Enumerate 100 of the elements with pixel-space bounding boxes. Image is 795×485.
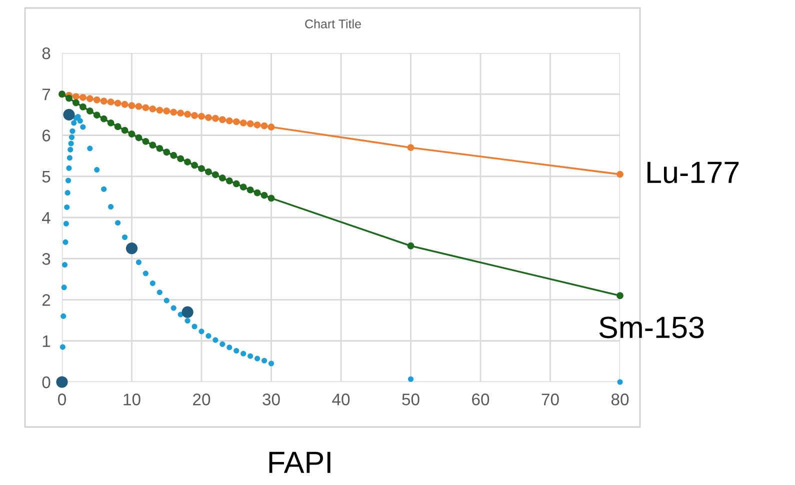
- point: [114, 123, 122, 130]
- point: [408, 376, 414, 382]
- y-tick-label: 7: [42, 88, 50, 100]
- point: [182, 306, 194, 318]
- point: [407, 242, 414, 250]
- point: [68, 146, 74, 152]
- point: [218, 116, 226, 124]
- point: [107, 119, 114, 126]
- point: [170, 152, 178, 159]
- point: [205, 114, 212, 122]
- point: [100, 98, 108, 105]
- point: [114, 100, 122, 107]
- point: [64, 190, 70, 196]
- point: [101, 186, 107, 192]
- point: [170, 108, 178, 116]
- point: [108, 204, 114, 210]
- point: [260, 122, 268, 130]
- point: [62, 239, 68, 245]
- point: [63, 220, 69, 226]
- x-tick-label: 10: [124, 394, 140, 406]
- point: [68, 140, 74, 146]
- point: [60, 344, 66, 350]
- point: [66, 155, 72, 161]
- point: [100, 115, 108, 122]
- point: [63, 108, 75, 120]
- point: [268, 194, 275, 202]
- point: [156, 106, 164, 114]
- point: [192, 324, 198, 330]
- point: [205, 168, 212, 176]
- point: [261, 358, 268, 364]
- point: [212, 337, 218, 343]
- point: [164, 298, 170, 304]
- annotation: Sm-153: [599, 316, 704, 338]
- point: [198, 165, 205, 172]
- point: [136, 260, 142, 266]
- point: [94, 167, 100, 173]
- point: [61, 284, 67, 290]
- point: [66, 178, 72, 184]
- point: [66, 94, 72, 102]
- point: [149, 105, 156, 112]
- point: [121, 100, 128, 108]
- point: [226, 177, 233, 184]
- point: [115, 220, 121, 226]
- point: [177, 110, 184, 117]
- point: [142, 270, 148, 276]
- point: [248, 353, 254, 359]
- point: [87, 146, 93, 152]
- point: [254, 189, 261, 196]
- point: [212, 171, 219, 178]
- point: [72, 99, 80, 106]
- point: [93, 112, 100, 119]
- point: [184, 158, 192, 166]
- point: [226, 117, 233, 124]
- y-tick-label: 3: [42, 253, 50, 265]
- point: [246, 186, 254, 194]
- point: [121, 126, 128, 134]
- point: [268, 124, 275, 130]
- point: [156, 290, 162, 296]
- point: [191, 112, 198, 119]
- y-tick-label: 6: [42, 130, 50, 142]
- point: [163, 108, 170, 114]
- chart-title: Chart Title: [305, 19, 361, 28]
- x-tick-label: 80: [611, 394, 629, 406]
- point: [77, 118, 83, 124]
- point: [254, 121, 261, 128]
- point: [617, 379, 623, 385]
- point: [80, 124, 86, 130]
- y-tick-label: 2: [42, 294, 50, 306]
- y-tick-label: 8: [42, 47, 50, 60]
- point: [234, 348, 240, 354]
- point: [240, 119, 247, 126]
- point: [184, 318, 190, 324]
- point: [64, 204, 70, 210]
- point: [191, 162, 198, 169]
- point: [70, 128, 76, 134]
- x-tick-label: 50: [402, 394, 420, 406]
- x-tick-label: 0: [58, 394, 66, 406]
- y-tick-label: 4: [42, 212, 50, 224]
- point: [93, 96, 100, 104]
- x-tick-label: 30: [262, 394, 280, 406]
- point: [226, 344, 232, 350]
- point: [240, 350, 246, 356]
- point: [86, 95, 94, 102]
- point: [107, 98, 114, 106]
- point: [407, 144, 414, 152]
- point: [142, 104, 150, 112]
- point: [128, 102, 136, 110]
- point: [56, 376, 68, 388]
- point: [135, 102, 142, 110]
- point: [86, 108, 94, 114]
- point: [66, 165, 72, 171]
- x-tick-label: 60: [472, 394, 490, 406]
- y-tick-label: 1: [42, 335, 50, 347]
- point: [128, 130, 136, 138]
- point: [254, 356, 260, 362]
- point: [177, 155, 184, 162]
- point: [142, 138, 150, 145]
- x-tick-label: 40: [332, 394, 350, 406]
- point: [135, 134, 142, 142]
- point: [149, 142, 156, 149]
